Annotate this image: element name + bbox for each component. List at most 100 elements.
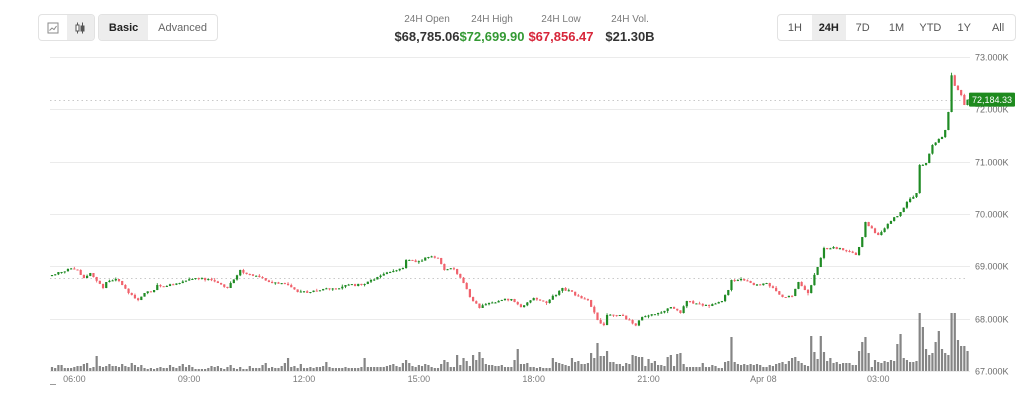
candle-down: [226, 286, 229, 288]
candle-down: [790, 295, 794, 297]
volume-bar: [564, 365, 567, 371]
volume-bar: [596, 343, 599, 371]
volume-bar: [921, 327, 924, 371]
volume-bar: [207, 368, 210, 371]
candle-up: [822, 248, 826, 258]
candle-up: [156, 285, 159, 291]
candle-up: [188, 279, 191, 281]
volume-bar: [730, 337, 733, 371]
volume-bar: [851, 365, 854, 371]
x-axis-label: 09:00: [178, 374, 201, 384]
volume-bar: [105, 366, 108, 371]
volume-bar: [647, 359, 650, 371]
volume-bar: [625, 363, 628, 371]
stat-label: 24H Open: [404, 14, 450, 25]
candle-up: [401, 268, 404, 270]
volume-bar: [963, 346, 966, 371]
volume-bar: [398, 367, 401, 371]
volume-bar: [720, 368, 723, 371]
candlestick-chart-button[interactable]: [66, 15, 94, 40]
candle-up: [523, 305, 526, 308]
x-axis-label: 18:00: [522, 374, 545, 384]
volume-bar: [255, 368, 258, 371]
volume-bar: [210, 366, 213, 371]
volume-bar: [755, 364, 759, 371]
volume-bar: [293, 366, 296, 371]
volume-bar: [535, 368, 538, 371]
candle-down: [283, 283, 286, 285]
stat-value: $67,856.47: [528, 29, 594, 44]
volume-bar: [143, 368, 146, 371]
candle-up: [491, 302, 494, 304]
volume-bar: [271, 367, 274, 371]
stat-24h-open: 24H Open $68,785.06: [382, 13, 472, 45]
candle-up: [695, 303, 698, 305]
volume-bar: [542, 368, 545, 371]
chart-type-toggle: [38, 14, 95, 41]
volume-bar: [657, 365, 660, 371]
candle-down: [612, 314, 615, 316]
volume-bar: [404, 360, 408, 371]
candle-up: [813, 274, 816, 286]
candle-up: [299, 291, 302, 293]
line-chart-button[interactable]: [39, 15, 67, 40]
volume-bar: [893, 361, 896, 371]
volume-bar: [181, 364, 184, 371]
candle-down: [877, 233, 880, 236]
candle-down: [775, 287, 778, 292]
volume-bar: [749, 364, 752, 371]
volume-bar: [124, 366, 127, 371]
candle-down: [261, 277, 264, 279]
period-ytd-button[interactable]: YTD: [913, 15, 947, 40]
volume-bar: [739, 365, 743, 371]
volume-bar: [727, 361, 730, 371]
volume-bar: [85, 363, 89, 371]
volume-bar: [950, 313, 953, 371]
volume-bar: [401, 363, 404, 371]
volume-bar: [580, 364, 583, 371]
candle-up: [819, 257, 822, 268]
volume-bar: [889, 360, 893, 371]
volume-bar: [172, 367, 175, 371]
volume-bar: [137, 367, 140, 371]
candle-down: [781, 294, 784, 298]
advanced-mode-button[interactable]: Advanced: [148, 15, 217, 40]
volume-bar: [121, 364, 124, 371]
volume-bar: [759, 365, 762, 371]
candle-down: [956, 85, 960, 91]
candle-up: [322, 289, 325, 291]
candle-up: [650, 314, 653, 316]
volume-bar: [631, 355, 634, 371]
volume-bar: [382, 367, 385, 371]
candle-up: [605, 315, 609, 326]
volume-bar: [226, 367, 229, 371]
volume-bar: [325, 362, 328, 371]
period-1y-button[interactable]: 1Y: [947, 15, 981, 40]
x-axis: 06:00 09:00 12:00 15:00 18:00 21:00 Apr 08 03:0…: [50, 374, 889, 385]
candle-down: [854, 252, 857, 256]
candle-up: [838, 248, 842, 250]
candle-up: [918, 165, 921, 194]
volume-bar: [634, 356, 637, 371]
candle-up: [647, 315, 650, 317]
period-7d-button[interactable]: 7D: [846, 15, 880, 40]
period-24h-button[interactable]: 24H: [811, 15, 846, 40]
candle-down: [117, 279, 121, 281]
period-all-button[interactable]: All: [981, 15, 1015, 40]
candle-down: [542, 300, 545, 302]
candle-down: [867, 222, 870, 227]
volume-bar: [775, 364, 778, 371]
period-1m-button[interactable]: 1M: [880, 15, 914, 40]
period-1h-button[interactable]: 1H: [778, 15, 812, 40]
volume-bar: [621, 366, 625, 371]
volume-bar: [392, 364, 395, 371]
basic-mode-button[interactable]: Basic: [99, 15, 149, 40]
volume-bar: [111, 366, 114, 371]
candle-down: [271, 281, 274, 284]
volume-bar: [905, 360, 909, 371]
volume-bar: [743, 364, 746, 371]
volume-bar: [462, 358, 465, 371]
candle-up: [404, 260, 408, 268]
volume-bar: [341, 368, 344, 371]
